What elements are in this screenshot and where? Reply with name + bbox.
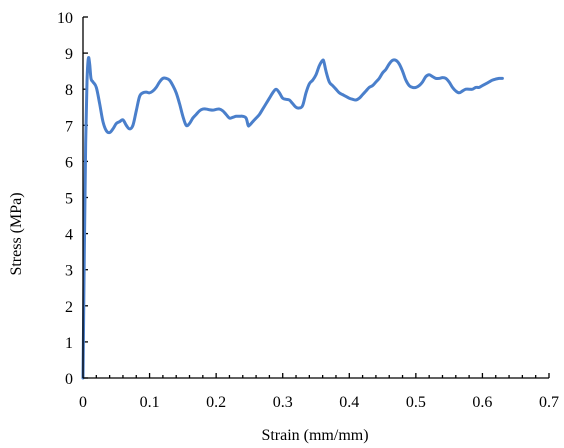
x-tick-label: 0.3 — [273, 394, 293, 411]
y-tick-label: 7 — [65, 118, 73, 135]
x-axis-ticks: 0 0.1 0.2 0.3 0.4 0.5 0.6 0.7 — [79, 373, 559, 411]
x-tick-label: 0 — [79, 394, 87, 411]
x-tick-label: 0.7 — [539, 394, 559, 411]
y-tick-label: 8 — [65, 82, 73, 99]
y-tick-label: 4 — [65, 227, 73, 244]
y-tick-label: 10 — [57, 10, 73, 27]
y-tick-label: 5 — [65, 191, 73, 208]
stress-strain-line — [81, 55, 504, 380]
x-tick-label: 0.4 — [339, 394, 359, 411]
x-tick-label: 0.5 — [406, 394, 426, 411]
y-axis-title: Stress (MPa) — [8, 192, 25, 275]
x-tick-label: 0.6 — [472, 394, 492, 411]
y-tick-label: 2 — [65, 299, 73, 316]
series-group — [81, 55, 504, 380]
y-tick-label: 1 — [65, 335, 73, 352]
y-tick-label: 6 — [65, 154, 73, 171]
x-tick-label: 0.1 — [140, 394, 160, 411]
y-tick-label: 9 — [65, 46, 73, 63]
y-tick-label: 3 — [65, 263, 73, 280]
x-tick-label: 0.2 — [206, 394, 226, 411]
y-tick-label: 0 — [65, 371, 73, 388]
x-axis-title: Strain (mm/mm) — [261, 427, 368, 444]
